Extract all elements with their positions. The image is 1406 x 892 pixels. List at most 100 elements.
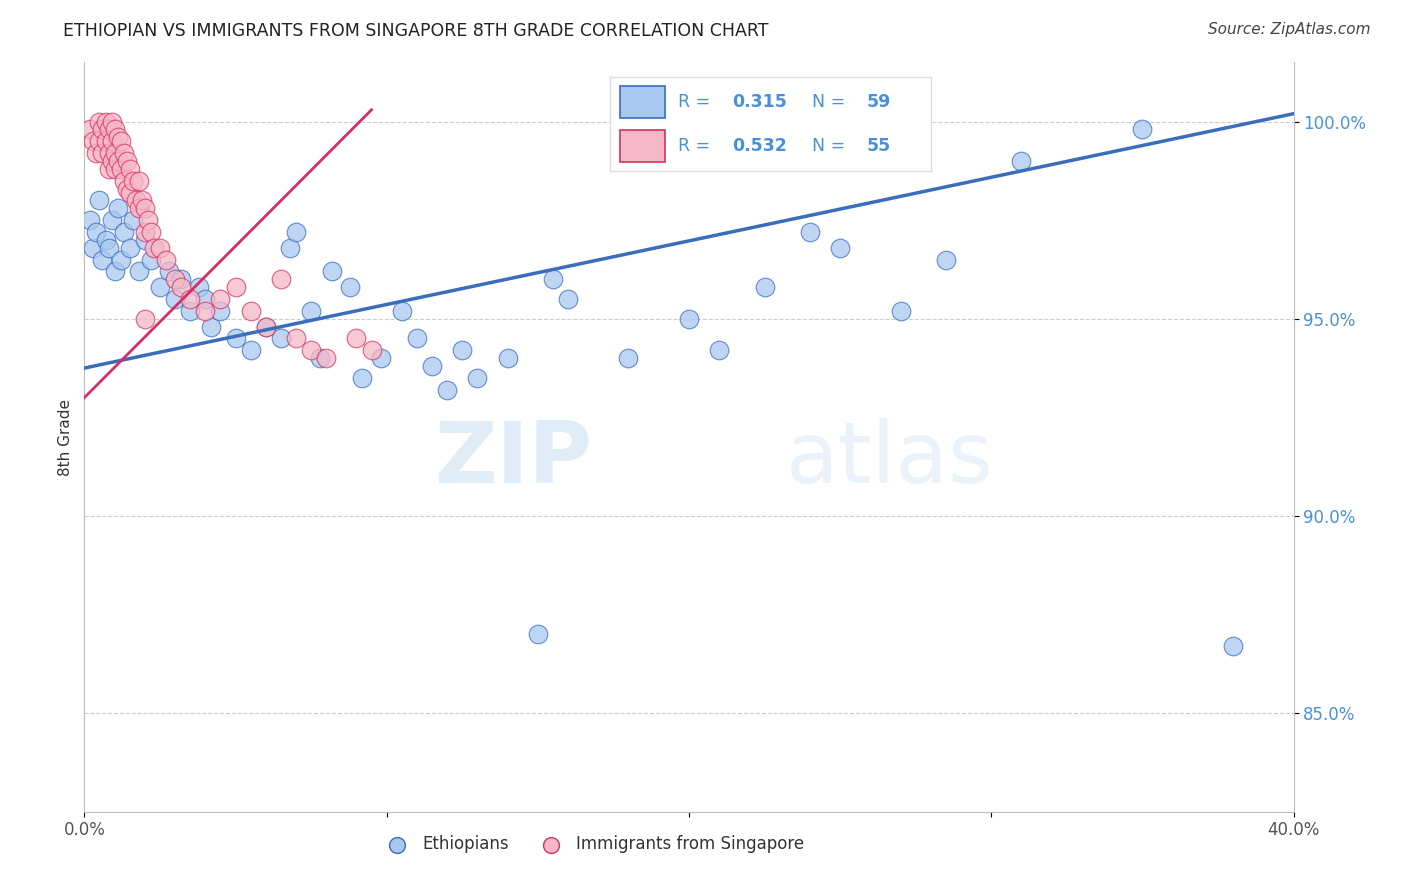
Point xyxy=(134,202,156,216)
Point xyxy=(830,241,852,255)
Point xyxy=(179,304,201,318)
Point xyxy=(107,154,129,169)
Point xyxy=(209,304,232,318)
Point xyxy=(94,233,117,247)
Point xyxy=(200,319,222,334)
Point xyxy=(104,122,127,136)
Point xyxy=(299,304,322,318)
Point xyxy=(315,351,337,366)
Point xyxy=(110,134,132,148)
Point xyxy=(89,114,111,128)
Point xyxy=(935,252,957,267)
Point xyxy=(188,280,211,294)
Point xyxy=(115,154,138,169)
Point xyxy=(115,181,138,195)
Text: atlas: atlas xyxy=(786,418,994,501)
Point xyxy=(110,252,132,267)
Point xyxy=(420,359,443,373)
Point xyxy=(157,264,180,278)
Point xyxy=(165,272,187,286)
Point xyxy=(165,292,187,306)
Point xyxy=(254,319,277,334)
Point xyxy=(125,194,148,208)
Point xyxy=(136,213,159,227)
Point xyxy=(134,225,156,239)
Point xyxy=(321,264,343,278)
Point xyxy=(112,146,135,161)
Point xyxy=(118,186,141,200)
Point xyxy=(285,331,308,345)
Point xyxy=(254,319,277,334)
Point xyxy=(97,122,120,136)
Point xyxy=(557,292,579,306)
Point xyxy=(209,292,232,306)
Point xyxy=(91,252,114,267)
Point xyxy=(89,134,111,148)
Point xyxy=(467,371,489,385)
Point xyxy=(754,280,776,294)
Point xyxy=(541,272,564,286)
Point xyxy=(170,272,193,286)
Text: ETHIOPIAN VS IMMIGRANTS FROM SINGAPORE 8TH GRADE CORRELATION CHART: ETHIOPIAN VS IMMIGRANTS FROM SINGAPORE 8… xyxy=(63,22,769,40)
Point xyxy=(890,304,912,318)
Point xyxy=(270,272,292,286)
Y-axis label: 8th Grade: 8th Grade xyxy=(58,399,73,475)
Point xyxy=(86,225,108,239)
Point xyxy=(104,264,127,278)
Point xyxy=(104,161,127,176)
Point xyxy=(155,252,177,267)
Point xyxy=(170,280,193,294)
Point xyxy=(139,225,162,239)
Point xyxy=(225,280,247,294)
Point xyxy=(128,202,150,216)
Point xyxy=(134,311,156,326)
Point xyxy=(128,174,150,188)
Point xyxy=(112,225,135,239)
Point xyxy=(94,114,117,128)
Point xyxy=(131,194,153,208)
Point xyxy=(194,304,217,318)
Point xyxy=(100,213,122,227)
Point xyxy=(239,304,262,318)
Point xyxy=(139,252,162,267)
Point xyxy=(1130,122,1153,136)
Point xyxy=(149,280,172,294)
Point xyxy=(89,194,111,208)
Point xyxy=(100,154,122,169)
Point xyxy=(1222,639,1244,653)
Point xyxy=(309,351,332,366)
Point xyxy=(406,331,429,345)
Point xyxy=(436,383,458,397)
Point xyxy=(799,225,821,239)
Point xyxy=(617,351,640,366)
Point xyxy=(270,331,292,345)
Point xyxy=(678,311,700,326)
Point xyxy=(339,280,361,294)
Point xyxy=(100,134,122,148)
Point xyxy=(391,304,413,318)
Point xyxy=(82,241,104,255)
Point xyxy=(179,292,201,306)
Point xyxy=(149,241,172,255)
Point xyxy=(709,343,731,358)
Point xyxy=(107,202,129,216)
Point xyxy=(134,233,156,247)
Point xyxy=(360,343,382,358)
Point xyxy=(239,343,262,358)
Point xyxy=(346,331,368,345)
Point xyxy=(352,371,374,385)
Text: Source: ZipAtlas.com: Source: ZipAtlas.com xyxy=(1208,22,1371,37)
Text: ZIP: ZIP xyxy=(434,418,592,501)
Point xyxy=(118,241,141,255)
Point xyxy=(370,351,392,366)
Point xyxy=(278,241,301,255)
Point xyxy=(86,146,108,161)
Point xyxy=(121,213,143,227)
Point xyxy=(112,174,135,188)
Point xyxy=(107,130,129,145)
Point xyxy=(118,161,141,176)
Point xyxy=(121,174,143,188)
Point xyxy=(104,146,127,161)
Point xyxy=(91,146,114,161)
Point xyxy=(1011,154,1033,169)
